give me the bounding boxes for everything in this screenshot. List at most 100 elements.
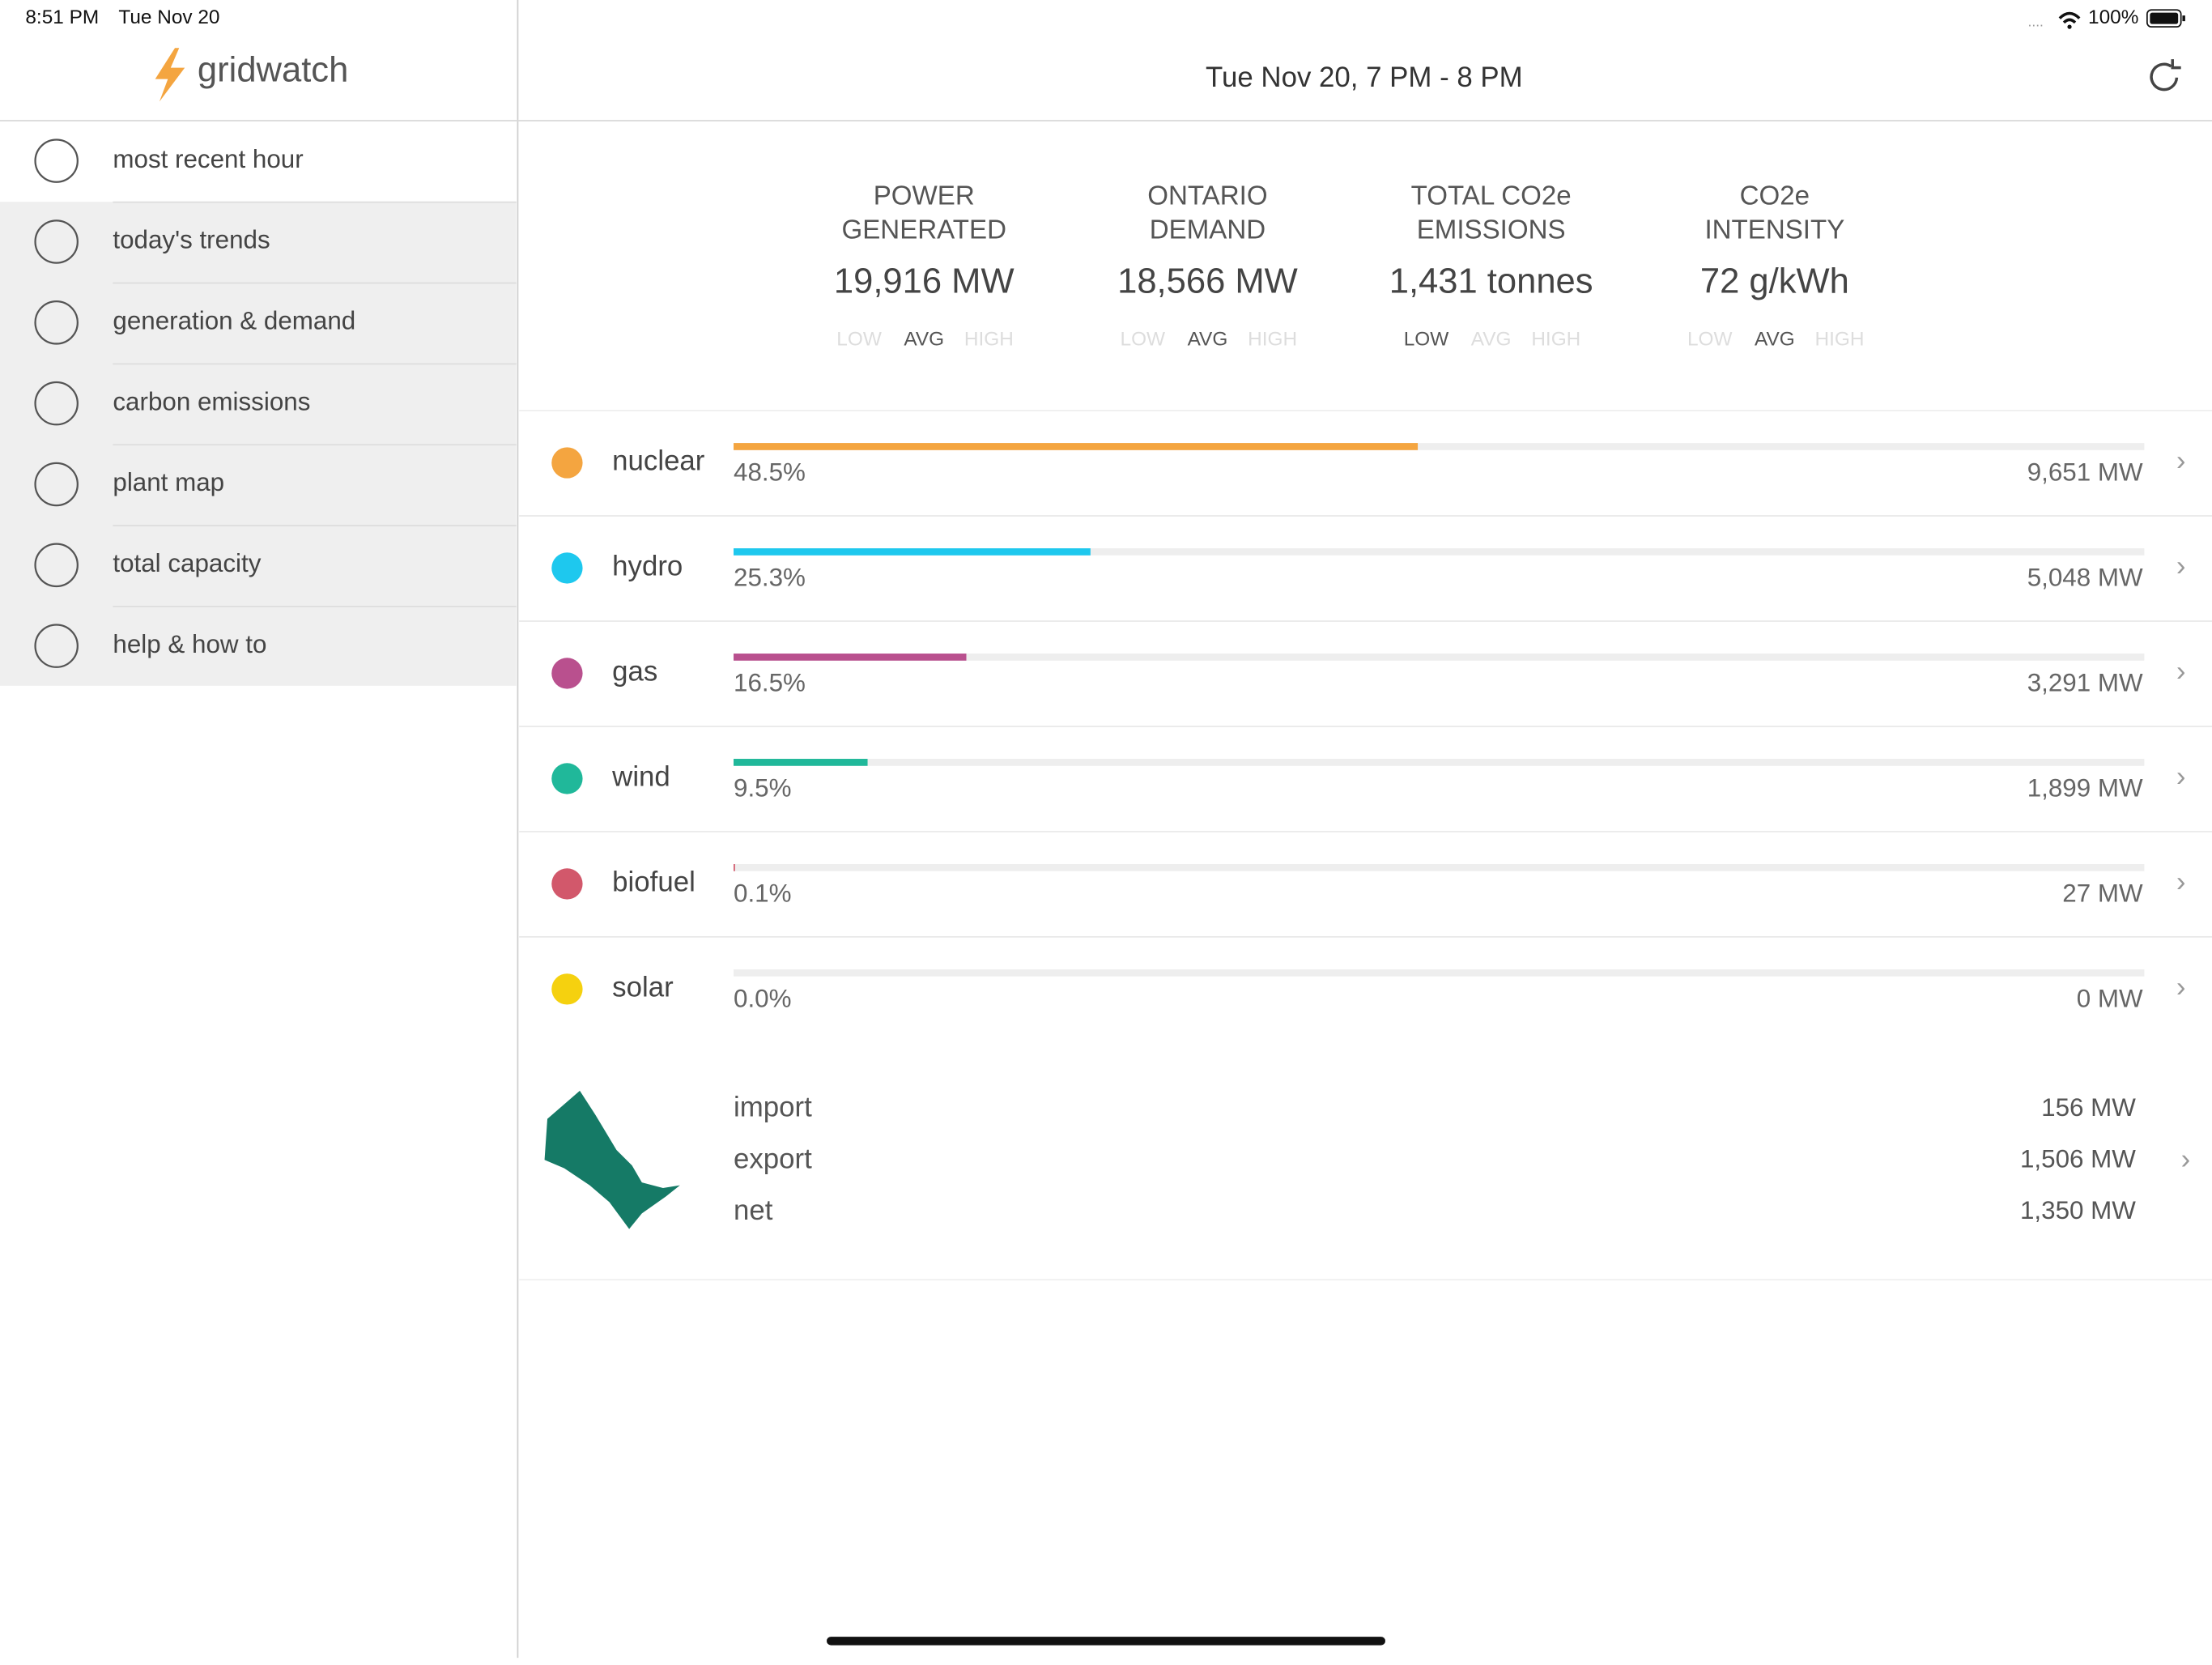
- bar: [734, 759, 868, 766]
- nav-item[interactable]: plant map: [34, 444, 517, 507]
- stat-label: GENERATED: [841, 215, 1006, 245]
- percent-label: 0.1%: [734, 879, 791, 908]
- stat-label: TOTAL CO2e: [1411, 181, 1572, 211]
- source-name: gas: [612, 656, 657, 688]
- source-icon: [551, 552, 583, 584]
- bar: [734, 443, 1419, 450]
- source-name: hydro: [612, 551, 683, 582]
- stat-label: DEMAND: [1150, 215, 1266, 245]
- nav-label: total capacity: [113, 549, 261, 577]
- stat-level: AVG: [1755, 328, 1795, 350]
- bar: [734, 864, 735, 871]
- nav-label: help & how to: [113, 630, 266, 658]
- nav-item[interactable]: total capacity: [34, 525, 517, 588]
- exchange-value: 156 MW: [2041, 1093, 2136, 1122]
- source-row[interactable]: nuclear 48.5% 9,651 MW ›: [519, 443, 2212, 517]
- nav-item[interactable]: today's trends: [34, 201, 517, 264]
- stat-level: LOW: [1404, 328, 1449, 350]
- nav-item[interactable]: most recent hour: [34, 138, 304, 183]
- exchange-value: 1,506 MW: [2020, 1144, 2136, 1173]
- stat-value: 1,431 tonnes: [1389, 262, 1593, 301]
- source-row[interactable]: hydro 25.3% 5,048 MW ›: [519, 548, 2212, 622]
- nav-icon: [34, 138, 79, 183]
- stat-level: LOW: [836, 328, 882, 350]
- header-title: Tue Nov 20, 7 PM - 8 PM: [1206, 62, 1523, 93]
- output-label: 1,899 MW: [2027, 774, 2143, 803]
- nav-label: most recent hour: [113, 145, 303, 173]
- stat-label: POWER: [874, 181, 975, 211]
- source-name: nuclear: [612, 445, 705, 477]
- source-row[interactable]: solar 0.0% 0 MW ›: [551, 969, 2185, 1013]
- chevron: ›: [2176, 867, 2186, 898]
- nav-label: carbon emissions: [113, 387, 310, 415]
- exchange-label: import: [734, 1092, 812, 1123]
- stat-level: HIGH: [1815, 328, 1865, 350]
- nav-icon: [34, 624, 79, 668]
- chevron: ›: [2176, 761, 2186, 793]
- exchange-label: net: [734, 1194, 773, 1226]
- stat-level: LOW: [1121, 328, 1166, 350]
- refresh-button[interactable]: [2150, 59, 2181, 92]
- battery-label: 100%: [2088, 6, 2138, 28]
- source-icon: [551, 973, 583, 1005]
- nav-icon: [34, 543, 79, 588]
- stat-value: 18,566 MW: [1117, 262, 1298, 301]
- output-label: 0 MW: [2077, 985, 2143, 1013]
- bar-track: [734, 548, 2145, 556]
- bar: [734, 654, 967, 661]
- source-icon: [551, 658, 583, 689]
- stat-label: INTENSITY: [1704, 215, 1844, 245]
- output-label: 27 MW: [2062, 879, 2143, 908]
- bar-track: [734, 969, 2145, 977]
- output-label: 9,651 MW: [2027, 458, 2143, 487]
- nav-item[interactable]: generation & demand: [34, 282, 517, 345]
- percent-label: 48.5%: [734, 458, 806, 487]
- source-row[interactable]: gas 16.5% 3,291 MW ›: [519, 654, 2212, 727]
- nav-icon: [34, 219, 79, 264]
- status-icons: ....: [2028, 9, 2185, 29]
- percent-label: 16.5%: [734, 669, 806, 697]
- percent-label: 9.5%: [734, 774, 791, 803]
- source-icon: [551, 868, 583, 900]
- output-label: 3,291 MW: [2027, 669, 2143, 697]
- stat-level: AVG: [1471, 328, 1512, 350]
- stat-level: AVG: [904, 328, 944, 350]
- chevron[interactable]: ›: [2181, 1143, 2191, 1175]
- source-name: biofuel: [612, 867, 696, 898]
- source-name: wind: [611, 761, 670, 793]
- nav-icon: [34, 381, 79, 426]
- stat-value: 19,916 MW: [834, 262, 1015, 301]
- source-row[interactable]: wind 9.5% 1,899 MW ›: [519, 759, 2212, 832]
- nav-item[interactable]: help & how to: [34, 605, 517, 668]
- nav-item[interactable]: carbon emissions: [34, 363, 517, 426]
- percent-label: 25.3%: [734, 564, 806, 592]
- stat-level: LOW: [1687, 328, 1733, 350]
- source-icon: [551, 447, 583, 479]
- svg-text:....: ....: [2028, 13, 2044, 29]
- chevron: ›: [2176, 656, 2186, 688]
- chevron: ›: [2176, 445, 2186, 477]
- logo-bolt: [155, 48, 185, 102]
- nav-label: generation & demand: [113, 307, 355, 335]
- stat-label: CO2e: [1740, 181, 1810, 211]
- source-icon: [551, 763, 583, 794]
- nav-icon: [34, 300, 79, 345]
- source-row[interactable]: biofuel 0.1% 27 MW ›: [519, 864, 2212, 938]
- status-date: Tue Nov 20: [118, 6, 219, 28]
- ontario-map: [544, 1090, 680, 1229]
- stat-level: AVG: [1188, 328, 1228, 350]
- output-label: 5,048 MW: [2027, 564, 2143, 592]
- exchange-label: export: [734, 1143, 812, 1174]
- chevron: ›: [2176, 551, 2186, 582]
- stat-level: HIGH: [1248, 328, 1297, 350]
- bar-track: [734, 443, 2145, 450]
- source-name: solar: [612, 972, 674, 1003]
- home-indicator: [827, 1637, 1385, 1646]
- status-time: 8:51 PM: [25, 6, 99, 28]
- bar-track: [734, 759, 2145, 766]
- exchange-value: 1,350 MW: [2020, 1196, 2136, 1224]
- stat-level: HIGH: [964, 328, 1014, 350]
